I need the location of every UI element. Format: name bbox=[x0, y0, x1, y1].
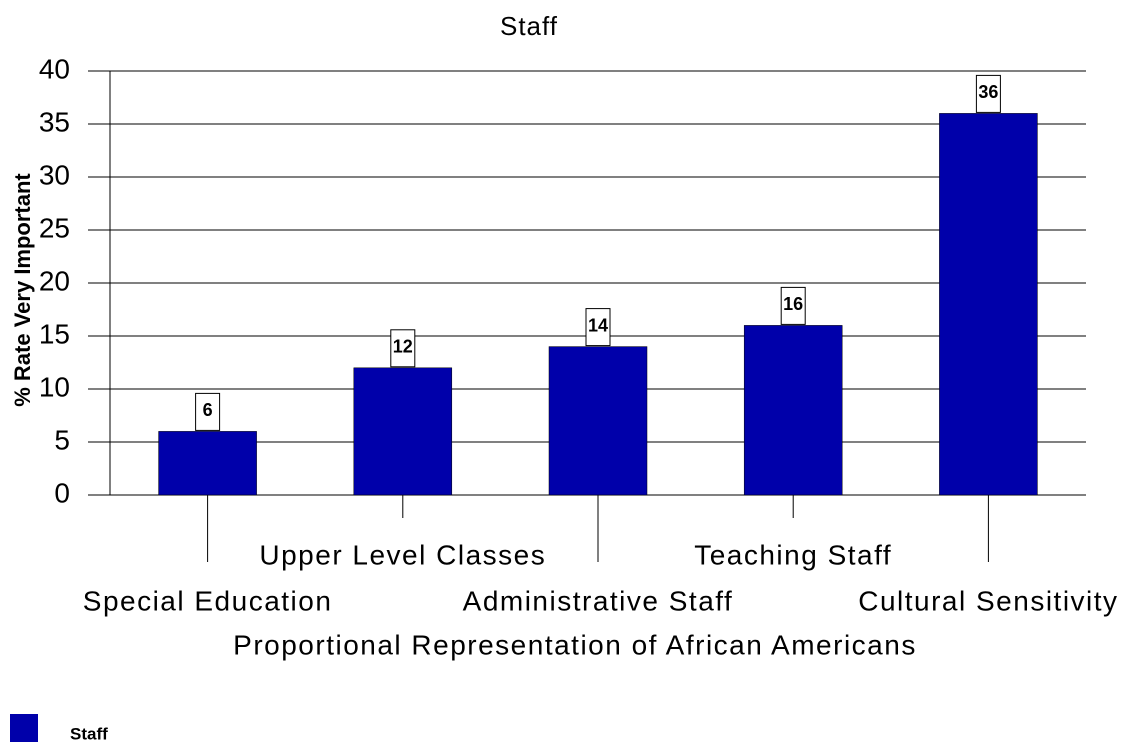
chart-title: Staff bbox=[500, 11, 558, 41]
value-label-box bbox=[195, 392, 221, 431]
y-tick-label: 10 bbox=[39, 371, 70, 402]
bar bbox=[158, 431, 257, 496]
value-label-box bbox=[390, 329, 416, 368]
value-label: 36 bbox=[978, 82, 998, 102]
value-label-box bbox=[585, 308, 611, 347]
y-axis-label: % Rate Very Important bbox=[10, 173, 35, 407]
y-tick-label: 20 bbox=[39, 265, 70, 296]
value-label-box bbox=[975, 74, 1001, 113]
value-label: 16 bbox=[783, 294, 803, 314]
y-tick-label: 25 bbox=[39, 212, 70, 243]
y-tick-label: 15 bbox=[39, 318, 70, 349]
x-tick-label: Upper Level Classes bbox=[259, 539, 546, 570]
x-tick-label: Teaching Staff bbox=[694, 539, 892, 570]
legend-label: Staff bbox=[70, 724, 108, 742]
y-tick-label: 40 bbox=[39, 53, 70, 84]
bar bbox=[353, 367, 453, 496]
value-label-box bbox=[780, 286, 806, 325]
y-tick-label: 30 bbox=[39, 159, 70, 190]
bar bbox=[548, 346, 648, 496]
x-axis-label: Proportional Representation of African A… bbox=[233, 629, 917, 660]
value-label: 6 bbox=[203, 400, 213, 420]
y-tick-label: 0 bbox=[54, 477, 70, 508]
y-tick-label: 5 bbox=[54, 424, 70, 455]
value-label: 12 bbox=[393, 337, 413, 357]
legend-swatch bbox=[10, 714, 38, 742]
value-label: 14 bbox=[588, 315, 608, 335]
y-tick-label: 35 bbox=[39, 106, 70, 137]
x-tick-label: Cultural Sensitivity bbox=[858, 585, 1118, 616]
x-tick-label: Special Education bbox=[83, 585, 333, 616]
bar bbox=[743, 325, 843, 496]
x-tick-label: Administrative Staff bbox=[463, 585, 734, 616]
bar bbox=[939, 113, 1038, 496]
